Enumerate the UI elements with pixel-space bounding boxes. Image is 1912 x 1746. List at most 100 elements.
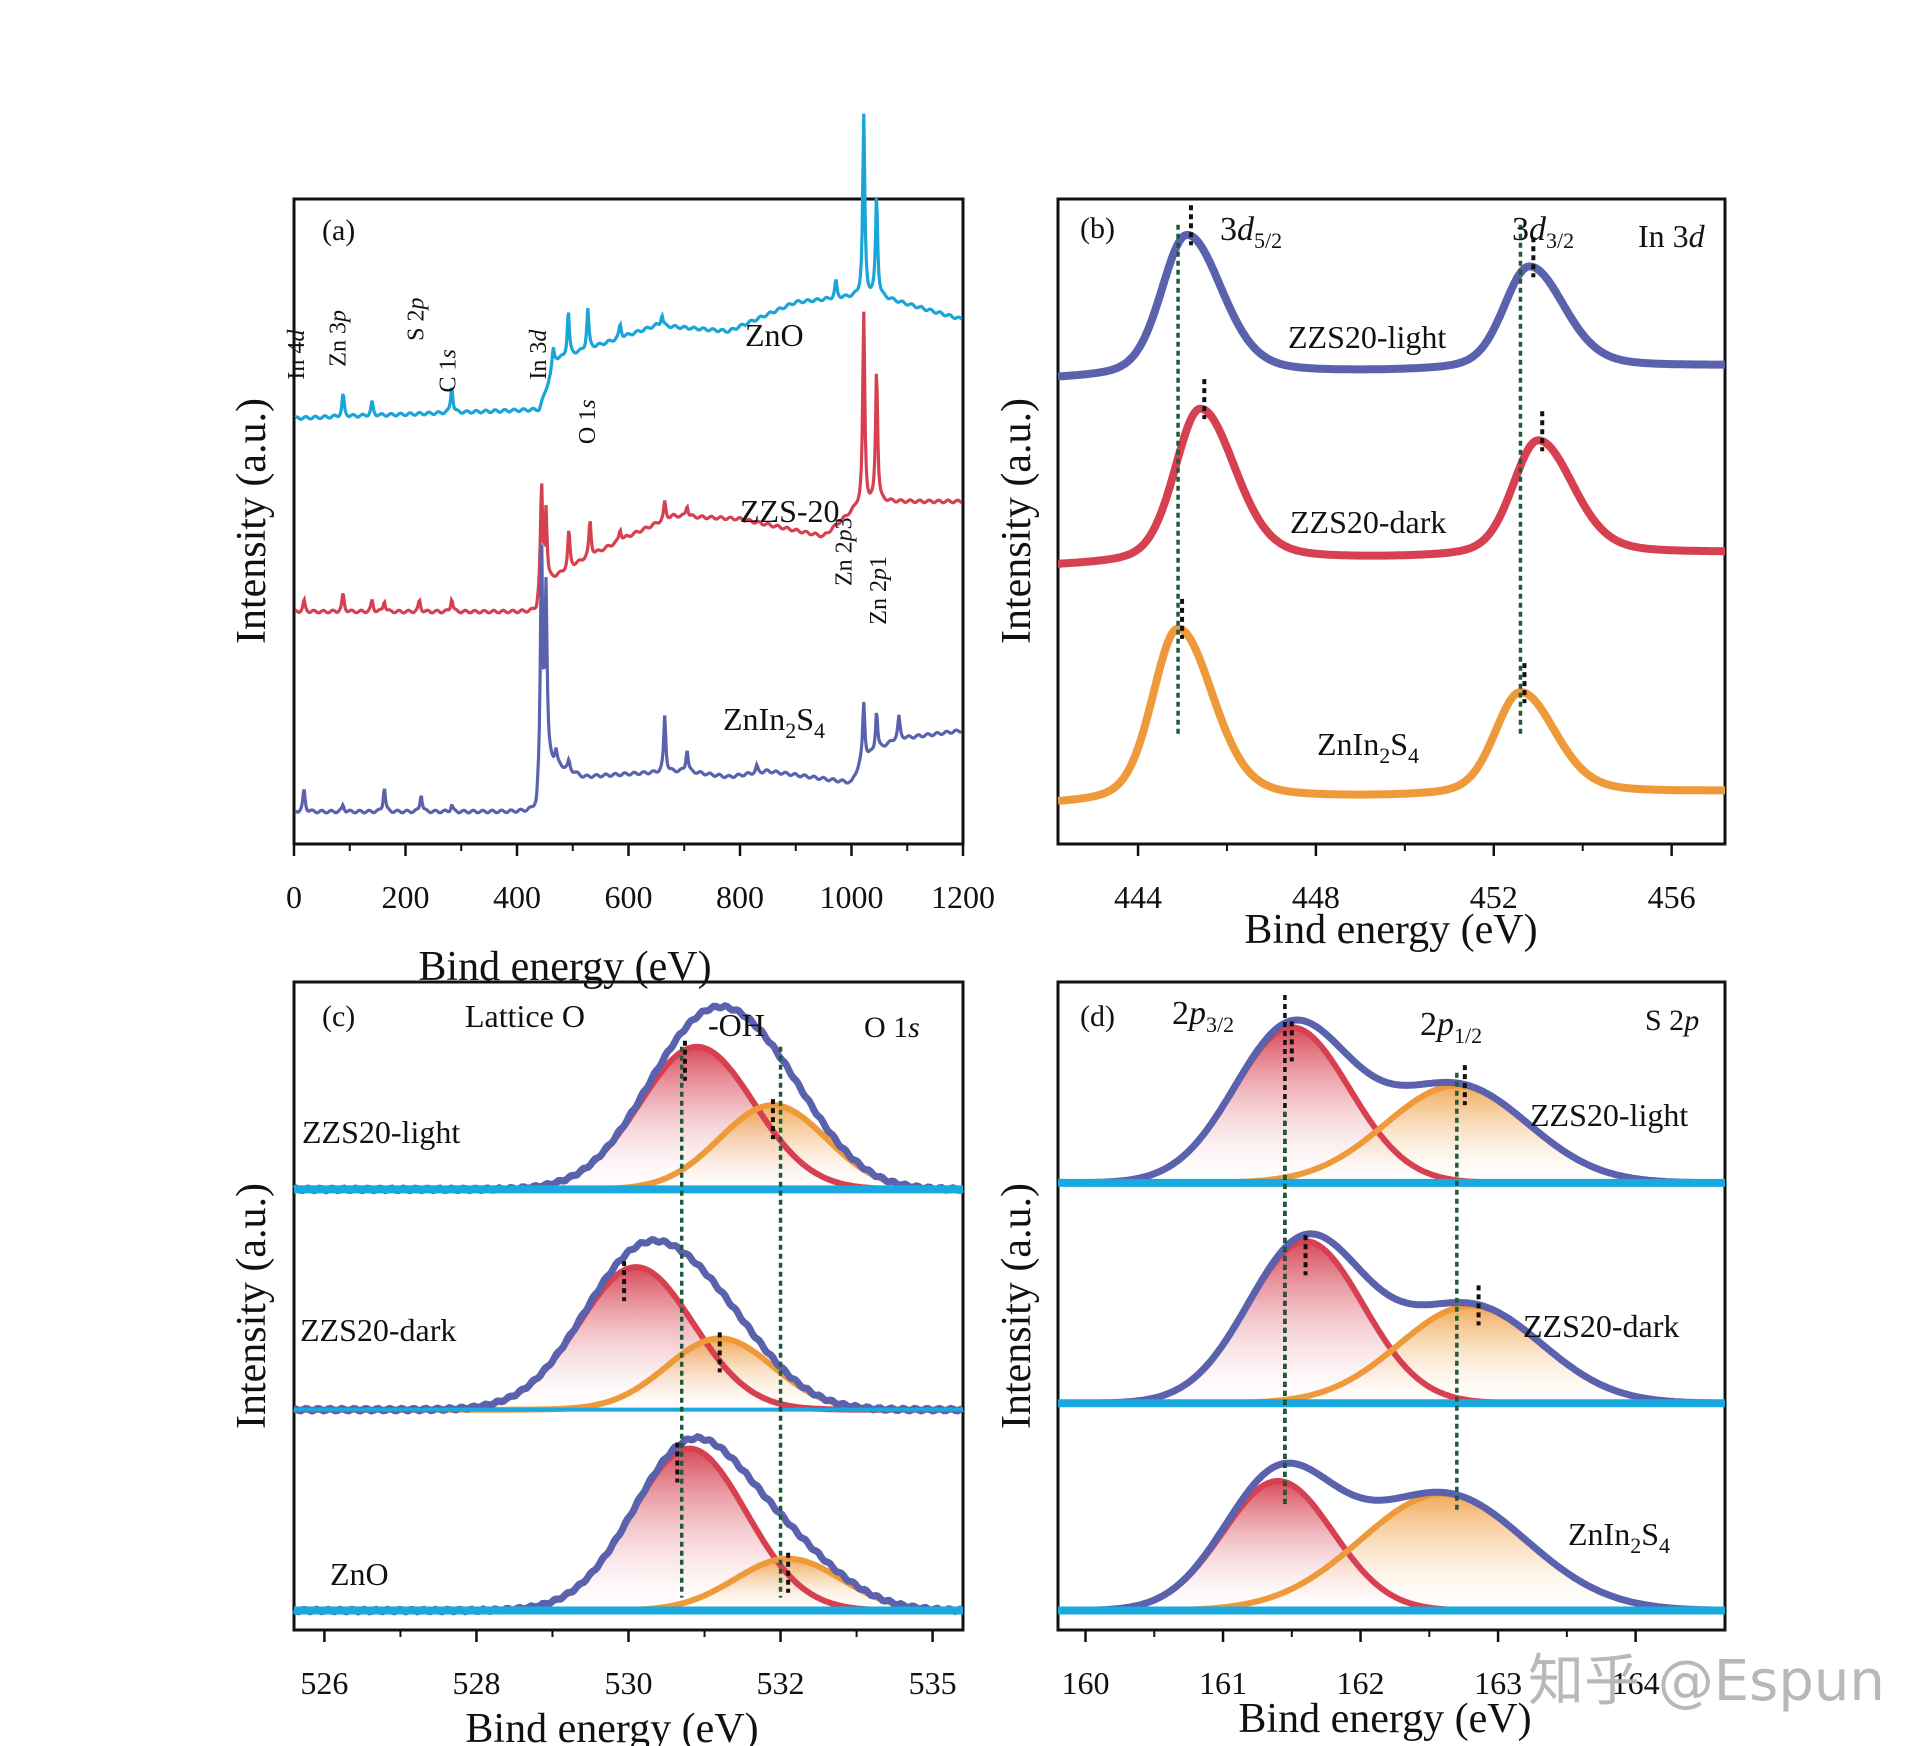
pd-orbital-number: 2 — [1420, 1006, 1437, 1043]
panel-b: 444 448 452 456 ZZS20-light ZZS20-dark ZnIn2S4… — [994, 197, 1728, 953]
pd-orbital-subscript: 3/2 — [1206, 1012, 1234, 1037]
pa-peak-label-italic: d — [284, 329, 310, 342]
pa-peak-label: Zn 2p3 — [832, 517, 858, 586]
pd-orbital-label: 2p1/2 — [1420, 1006, 1482, 1048]
pa-peak-label-text: Zn 2 — [832, 541, 858, 586]
pa-xtick-label: 200 — [382, 879, 430, 915]
pa-peak-label-text: O 1 — [575, 409, 601, 444]
panel-d-frame — [1056, 980, 1727, 1632]
pa-xtick-label: 0 — [286, 879, 302, 915]
pa-label-subscript: 4 — [814, 718, 825, 743]
pa-peak-label-text: S 2 — [403, 310, 429, 341]
pd-orbital-label: 2p3/2 — [1172, 995, 1234, 1037]
panel-d-ylabel: Intensity (a.u.) — [994, 1183, 1040, 1429]
pa-peak-label-italic: s — [436, 349, 462, 358]
pb-xtick-label: 452 — [1470, 879, 1518, 915]
pd-label-part: S — [1641, 1516, 1659, 1552]
pa-peak-label: In 3d — [526, 329, 552, 380]
pd-p32-fill — [1058, 1241, 1725, 1404]
pd-curve-label: ZZS20-dark — [1523, 1308, 1679, 1344]
pa-series-ZnIn2S4 — [294, 544, 963, 815]
pa-label-part: ZnIn — [723, 701, 785, 737]
panel-b-ylabel: Intensity (a.u.) — [994, 398, 1040, 644]
panel-c-letter: (c) — [322, 1000, 355, 1033]
pd-orbital-italic: p — [1435, 1006, 1454, 1043]
panel-b-title-italic: d — [1689, 218, 1706, 254]
pa-peak-label: Zn 3p — [325, 310, 351, 367]
pb-orbital-subscript: 3/2 — [1546, 228, 1574, 253]
pa-peak-label-italic: d — [526, 329, 552, 342]
panel-a-letter: (a) — [322, 214, 355, 247]
pb-xtick-label: 448 — [1292, 879, 1340, 915]
pd-p32-fill — [1058, 1027, 1725, 1183]
pa-xtick-label: 600 — [605, 879, 653, 915]
pb-orbital-number: 3 — [1220, 211, 1237, 248]
pa-peak-label: S 2p — [403, 298, 429, 341]
watermark: 知乎 @Espun — [1528, 1649, 1885, 1714]
pa-xtick-label: 800 — [716, 879, 764, 915]
pb-series-ZnIn2S4 — [1055, 624, 1728, 805]
pd-envelope-curve — [1058, 1459, 1725, 1614]
pc-curve-label: ZZS20-light — [302, 1114, 460, 1150]
pa-series-ZnO — [294, 113, 963, 421]
panel-c-title: O 1s — [864, 1011, 920, 1044]
pb-curve-label: ZZS20-dark — [1290, 504, 1446, 540]
panel-a-plot-area: 0 200 400 600 800 1000 1200 ZnO ZZS-20 ZnIn2S4 In … — [284, 113, 995, 915]
pc-xtick-label: 528 — [452, 1665, 500, 1701]
pb-curve-label: ZnIn2S4 — [1317, 726, 1419, 768]
pb-label-part: S — [1390, 726, 1408, 762]
pd-envelope-curve — [1058, 1230, 1725, 1407]
panel-d-title-italic: p — [1682, 1004, 1699, 1037]
pa-label-znin2s4: ZnIn2S4 — [723, 701, 825, 743]
panel-d-title: S 2p — [1645, 1004, 1699, 1037]
panel-b-plot-area: 444 448 452 456 ZZS20-light ZZS20-dark ZnIn2S4… — [1055, 205, 1728, 915]
pc-oh-fill — [294, 1558, 963, 1611]
pd-xtick-label: 164 — [1612, 1665, 1660, 1701]
pd-label-part: ZnIn — [1568, 1516, 1630, 1552]
pd-p12-fill — [1058, 1085, 1725, 1183]
pa-peak-label-text: Zn 2 — [866, 580, 892, 625]
pd-label-subscript: 4 — [1659, 1533, 1670, 1558]
panel-a-ylabel: Intensity (a.u.) — [229, 398, 275, 644]
pb-orbital-label: 3d3/2 — [1512, 211, 1574, 253]
panel-a: 0 200 400 600 800 1000 1200 ZnO ZZS-20 ZnIn2S4 In … — [229, 113, 995, 990]
panel-b-frame — [1056, 197, 1727, 846]
pd-xtick-label: 161 — [1199, 1665, 1247, 1701]
panel-b-xlabel: Bind energy (eV) — [1244, 907, 1537, 953]
pa-peak-label-italic: s — [575, 399, 601, 408]
pd-p12-fill — [1058, 1493, 1725, 1611]
pd-p32-fill — [1058, 1481, 1725, 1611]
panel-d-title-main: S 2 — [1645, 1004, 1684, 1037]
pa-peak-label-italic: p — [832, 529, 858, 543]
pc-curve-label: ZZS20-dark — [300, 1312, 456, 1348]
pc-xtick-label: 526 — [300, 1665, 348, 1701]
panel-c-ylabel: Intensity (a.u.) — [229, 1183, 275, 1429]
pd-orbital-subscript: 1/2 — [1454, 1023, 1482, 1048]
pb-orbital-italic: d — [1237, 211, 1255, 248]
pd-label-subscript: 2 — [1630, 1533, 1641, 1558]
pa-peak-label: O 1s — [575, 399, 601, 444]
pa-peak-label-italic: p — [866, 568, 892, 582]
pc-xtick-label: 535 — [909, 1665, 957, 1701]
pa-peak-label: In 4d — [284, 329, 310, 380]
pc-oh-fill — [294, 1338, 963, 1410]
panel-c: 526 528 530 532 535 Lattice O -OH ZZS20-light ZZ… — [229, 980, 965, 1746]
pb-xtick-label: 456 — [1648, 879, 1696, 915]
panel-c-xlabel: Bind energy (eV) — [465, 1706, 758, 1746]
panel-c-title-main: O 1 — [864, 1011, 908, 1044]
pa-xtick-label: 1000 — [820, 879, 884, 915]
pc-component-oh: -OH — [708, 1007, 765, 1043]
panel-c-plot-area: 526 528 530 532 535 Lattice O -OH ZZS20-light ZZ… — [292, 998, 965, 1701]
pa-peak-label-italic: p — [403, 298, 429, 312]
pd-xtick-label: 160 — [1062, 1665, 1110, 1701]
pb-orbital-subscript: 5/2 — [1254, 228, 1282, 253]
pc-oh-fill — [294, 1105, 963, 1190]
pb-orbital-number: 3 — [1512, 211, 1529, 248]
pa-peak-label-text: In 4 — [284, 342, 310, 380]
pd-orbital-italic: p — [1187, 995, 1206, 1032]
pa-peak-label: Zn 2p1 — [866, 556, 892, 625]
pb-curve-label: ZZS20-light — [1288, 319, 1446, 355]
pa-peak-label-text: C 1 — [436, 358, 462, 392]
pd-xtick-label: 162 — [1337, 1665, 1385, 1701]
